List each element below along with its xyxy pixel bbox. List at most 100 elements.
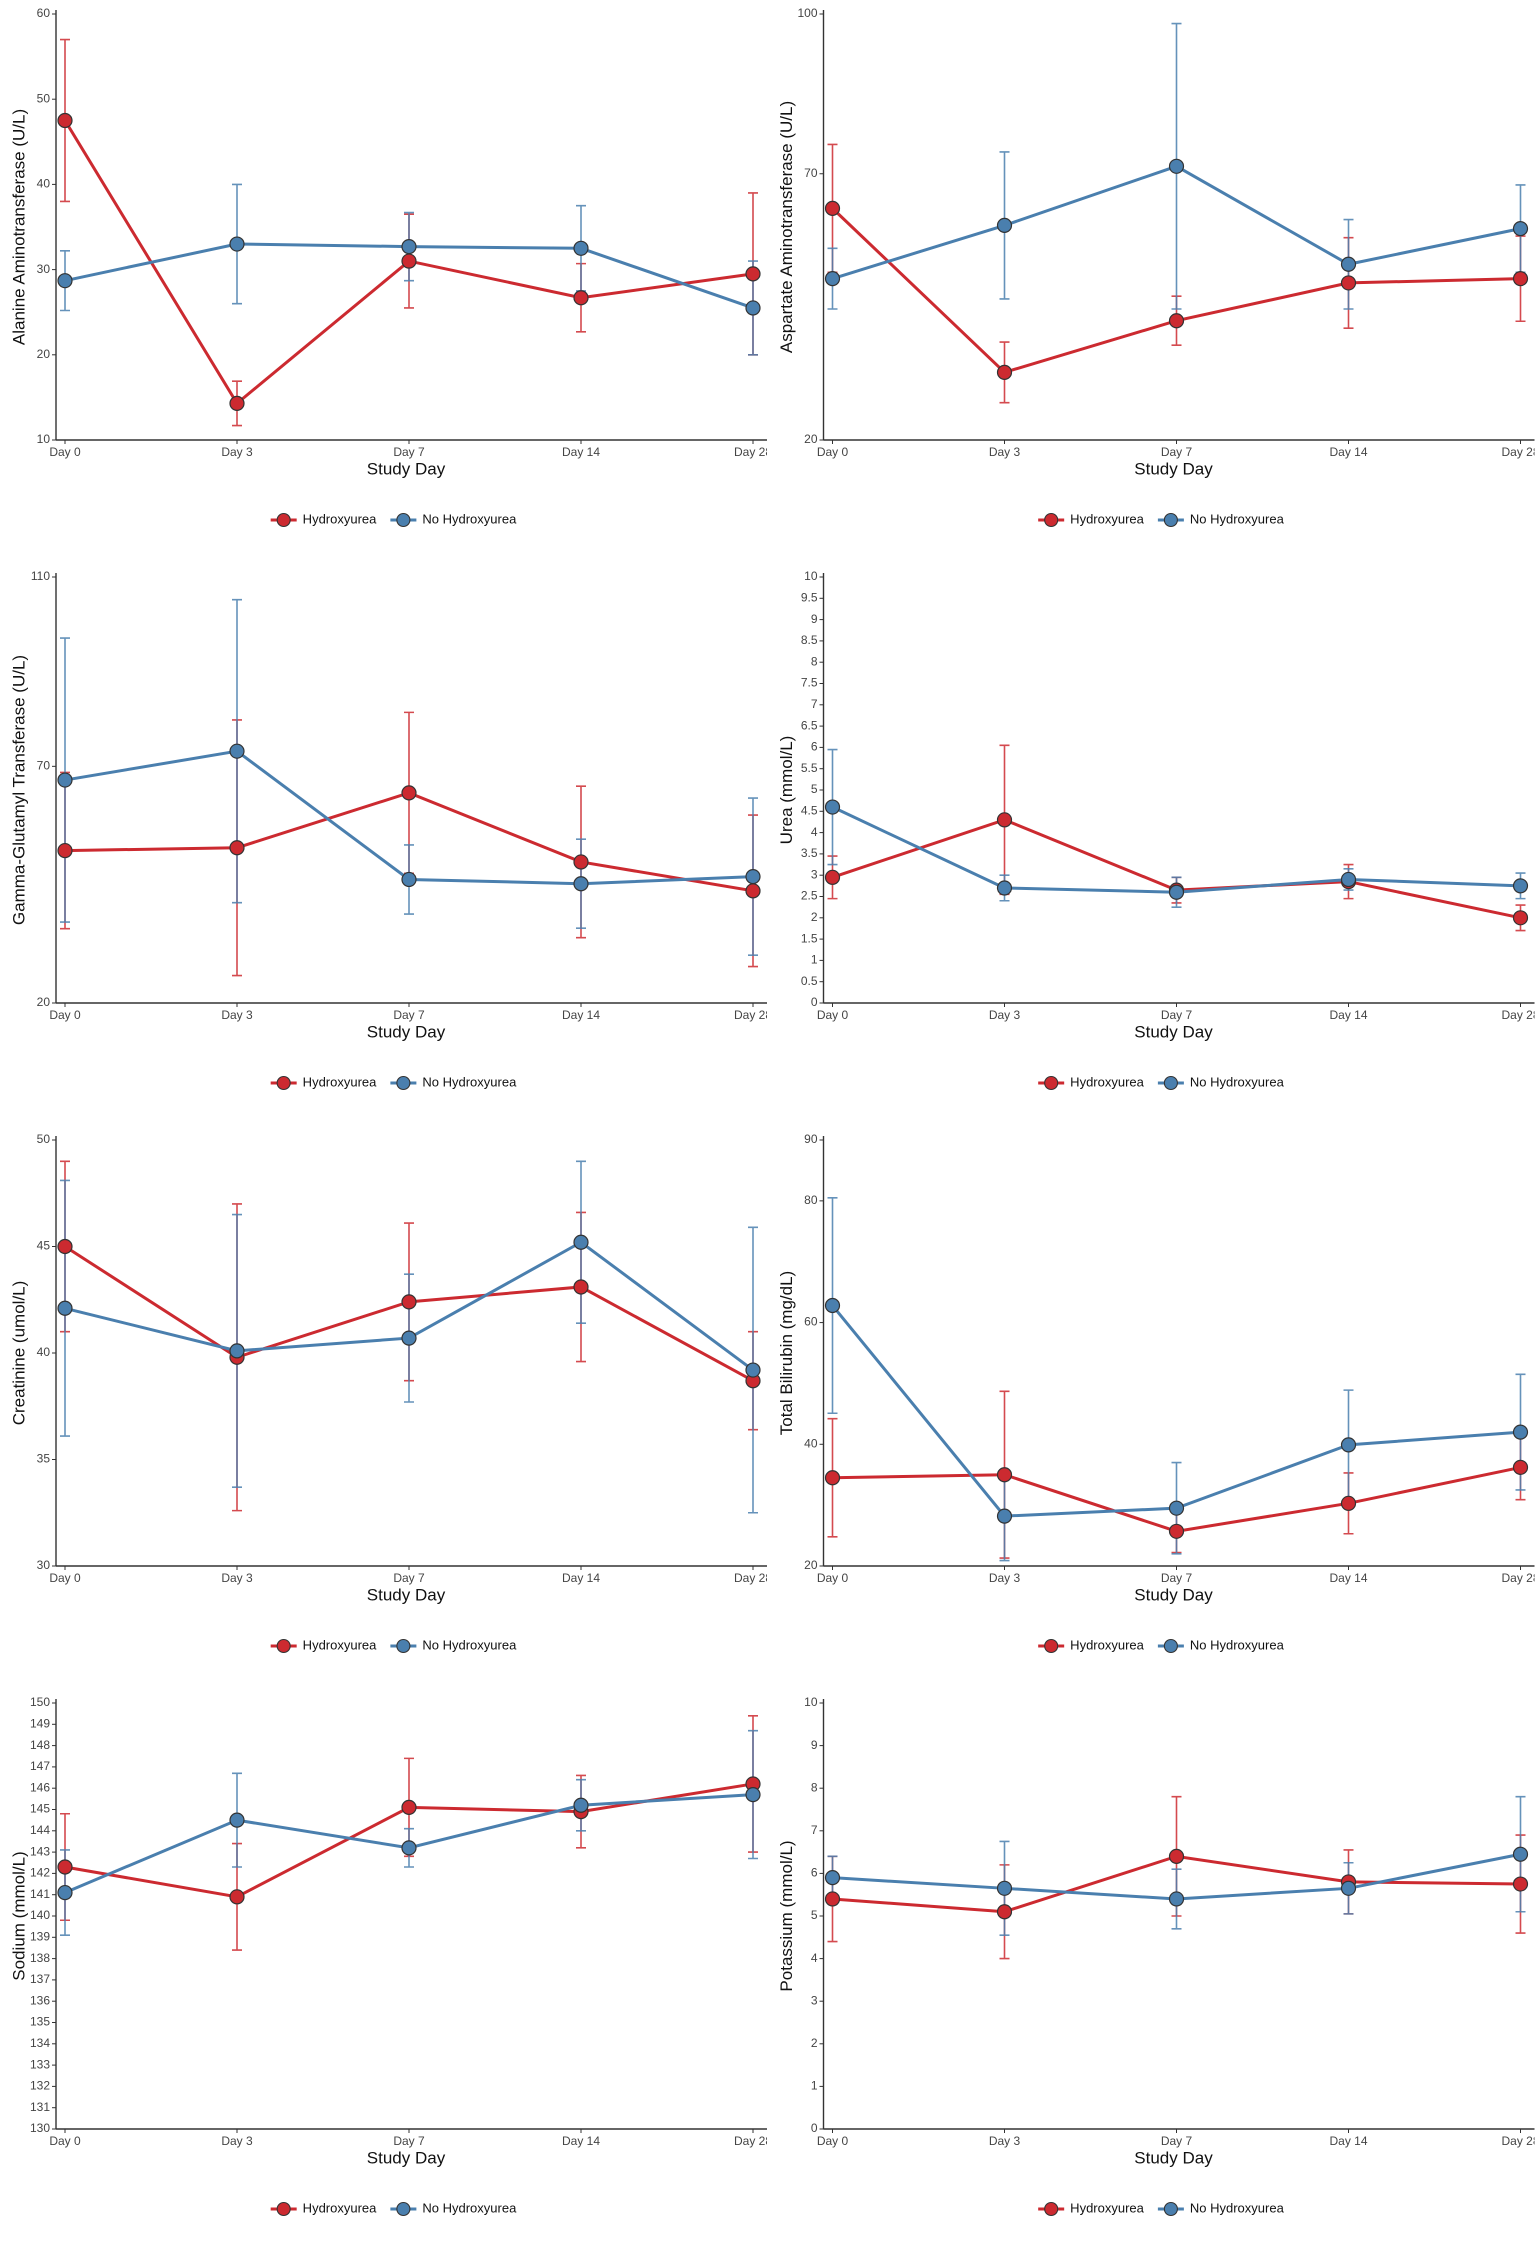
legend: Hydroxyurea No Hydroxyurea: [270, 1074, 517, 1091]
x-tick-label: Day 7: [1161, 1571, 1193, 1585]
y-tick-label: 4: [811, 825, 818, 839]
y-tick-label: 144: [30, 1823, 50, 1837]
y-tick-label: 6.5: [801, 718, 818, 732]
data-point: [1512, 1876, 1529, 1892]
x-tick-label: Day 0: [817, 1008, 849, 1022]
data-point: [996, 364, 1013, 380]
data-point: [401, 785, 417, 801]
legend-marker: [1044, 2201, 1059, 2217]
y-tick-label: 133: [30, 2057, 50, 2071]
y-tick-label: 10: [804, 569, 818, 583]
y-tick-label: 80: [804, 1193, 818, 1207]
y-tick-label: 60: [804, 1315, 818, 1329]
y-tick-label: 5.5: [801, 761, 818, 775]
data-point: [824, 271, 841, 287]
x-tick-label: Day 28: [734, 1571, 772, 1585]
y-tick-label: 7: [811, 1823, 818, 1837]
x-axis-title: Study Day: [1134, 459, 1213, 478]
y-tick-label: 1.5: [801, 931, 818, 945]
data-point: [745, 1362, 761, 1378]
y-tick-label: 7.5: [801, 676, 818, 690]
y-tick-label: 20: [37, 995, 51, 1009]
y-tick-label: 70: [804, 166, 818, 180]
y-tick-label: 137: [30, 1972, 50, 1986]
y-axis-title: Creatinine (umol/L): [9, 1281, 28, 1426]
legend: Hydroxyurea No Hydroxyurea: [1038, 511, 1285, 528]
legend-marker: [1044, 512, 1059, 528]
y-tick-label: 8: [811, 654, 818, 668]
y-tick-label: 30: [37, 1558, 51, 1572]
x-tick-label: Day 14: [1329, 445, 1367, 459]
data-point: [229, 395, 245, 411]
y-tick-label: 2: [811, 2036, 818, 2050]
legend: Hydroxyurea No Hydroxyurea: [270, 511, 517, 528]
y-tick-label: 40: [804, 1436, 818, 1450]
legend-label: Hydroxyurea: [1070, 1637, 1144, 1652]
data-point: [1512, 1459, 1529, 1476]
y-tick-label: 3.5: [801, 846, 818, 860]
data-point: [1340, 1880, 1357, 1896]
x-axis-title: Study Day: [1134, 1022, 1213, 1041]
y-axis-title: Total Bilirubin (mg/dL): [777, 1271, 796, 1435]
data-point: [1340, 1437, 1357, 1453]
legend-marker: [1163, 1638, 1178, 1654]
data-point: [1340, 275, 1357, 291]
data-point: [401, 1330, 417, 1346]
y-tick-label: 4: [811, 1951, 818, 1965]
x-tick-label: Day 3: [989, 445, 1021, 459]
data-point: [824, 1870, 841, 1886]
data-point: [745, 300, 761, 316]
x-tick-label: Day 28: [734, 1008, 772, 1022]
data-point: [1512, 878, 1529, 894]
data-point: [824, 1891, 841, 1907]
legend-label: No Hydroxyurea: [422, 511, 517, 526]
x-tick-label: Day 7: [393, 445, 425, 459]
y-tick-label: 146: [30, 1780, 50, 1794]
y-axis-title: Alanine Aminotransferase (U/L): [9, 109, 28, 345]
y-tick-label: 20: [37, 347, 51, 361]
x-tick-label: Day 14: [562, 1571, 600, 1585]
legend: Hydroxyurea No Hydroxyurea: [270, 1637, 517, 1654]
chart-panel: 0 1 2 3 4 5 6 7 8 9 10 Day 0 Day 3 Day 7 Day 14 Day 28 S…: [777, 1695, 1535, 2217]
data-point: [229, 1812, 245, 1828]
data-point: [573, 290, 589, 306]
y-tick-label: 50: [37, 1132, 51, 1146]
x-tick-label: Day 3: [989, 1008, 1021, 1022]
data-point: [401, 1294, 417, 1310]
legend: Hydroxyurea No Hydroxyurea: [270, 2200, 517, 2217]
y-tick-label: 3: [811, 1993, 818, 2007]
y-tick-label: 20: [804, 1558, 818, 1572]
x-tick-label: Day 7: [393, 1008, 425, 1022]
data-point: [1168, 884, 1185, 900]
data-point: [996, 1467, 1013, 1483]
data-point: [57, 112, 73, 129]
chart-panel: 20 40 60 80 90 Day 0 Day 3 Day 7 Day 14 Day 28 Stu…: [777, 1132, 1535, 1654]
x-tick-label: Day 3: [221, 1571, 253, 1585]
data-point: [57, 273, 73, 289]
data-point: [57, 772, 73, 788]
x-axis-title: Study Day: [1134, 2148, 1213, 2167]
y-tick-label: 6: [811, 1866, 818, 1880]
legend-label: No Hydroxyurea: [1190, 1074, 1285, 1089]
data-point: [401, 253, 417, 269]
data-point: [401, 1840, 417, 1856]
legend-label: No Hydroxyurea: [1190, 511, 1285, 526]
x-axis-title: Study Day: [367, 1022, 446, 1041]
x-tick-label: Day 0: [817, 2134, 849, 2148]
y-tick-label: 40: [37, 1345, 51, 1359]
x-tick-label: Day 14: [562, 445, 600, 459]
x-tick-label: Day 7: [1161, 1008, 1193, 1022]
data-point: [745, 1786, 761, 1803]
y-tick-label: 147: [30, 1759, 50, 1773]
x-tick-label: Day 3: [221, 2134, 253, 2148]
x-axis-title: Study Day: [367, 459, 446, 478]
y-tick-label: 30: [37, 262, 51, 276]
y-tick-label: 110: [31, 569, 50, 583]
y-axis-title: Sodium (mmol/L): [9, 1851, 28, 1980]
data-point: [1512, 1424, 1529, 1440]
y-tick-label: 131: [30, 2100, 50, 2114]
data-point: [996, 812, 1013, 828]
y-tick-label: 0: [811, 995, 818, 1009]
y-tick-label: 134: [30, 2036, 50, 2050]
